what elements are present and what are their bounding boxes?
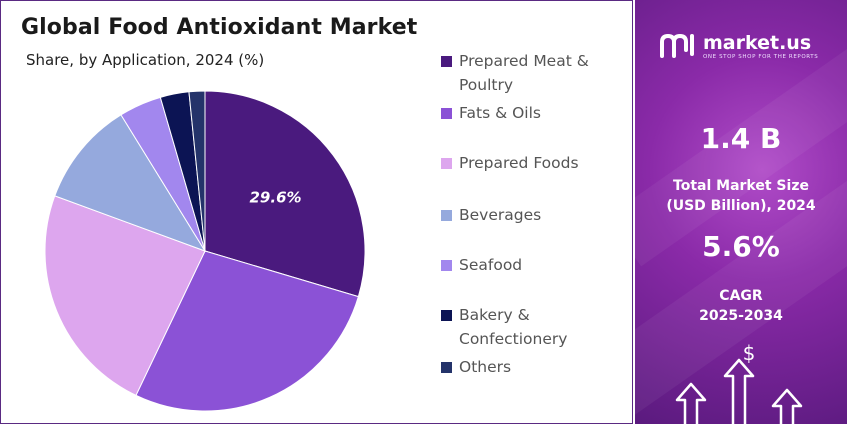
chart-title: Global Food Antioxidant Market (21, 15, 418, 40)
market-size-label-line1: Total Market Size (673, 178, 809, 194)
cagr-value: 5.6% (702, 230, 780, 263)
brand-logo: market.us ONE STOP SHOP FOR THE REPORTS (659, 30, 834, 64)
cagr-label-line1: CAGR (719, 288, 763, 304)
market-size-value: 1.4 B (700, 122, 782, 155)
legend-swatch (441, 56, 452, 67)
legend-label: Prepared Foods (459, 154, 579, 172)
legend-label: Bakery & Confectionery (459, 306, 568, 348)
legend-label: Others (459, 358, 512, 376)
legend-label: Fats & Oils (459, 104, 541, 122)
legend-swatch (441, 108, 452, 119)
market-us-logo-icon (660, 33, 694, 58)
legend-label: Beverages (459, 206, 542, 224)
cagr-label-line2: 2025-2034 (699, 308, 783, 324)
stats-panel: market.us ONE STOP SHOP FOR THE REPORTS … (635, 0, 847, 424)
legend-swatch (441, 362, 452, 373)
pie-slice-prepared-foods (44, 195, 206, 397)
legend-swatch (441, 310, 452, 321)
legend-swatch (441, 260, 452, 271)
chart-panel: Global Food Antioxidant Market Share, by… (0, 0, 633, 424)
legend-label: Seafood (459, 256, 523, 274)
brand-tagline: ONE STOP SHOP FOR THE REPORTS (703, 54, 819, 60)
legend-swatch (441, 158, 452, 169)
pie-slice-others (188, 90, 206, 252)
chart-subtitle: Share, by Application, 2024 (%) (26, 51, 265, 69)
pie-slice-beverages (54, 114, 207, 252)
pie-data-label: 29.6% (250, 188, 302, 206)
pie-slice-prepared-meat-poultry (204, 90, 366, 298)
legend-swatch (441, 210, 452, 221)
svg-text:$: $ (743, 341, 756, 365)
market-size-label-line2: (USD Billion), 2024 (666, 198, 816, 214)
dollar-growth-arrows-icon: $ (675, 341, 803, 424)
pie-chart: 29.6% (44, 90, 366, 412)
brand-name: market.us (703, 32, 812, 54)
pie-slice-fats-oils (135, 250, 359, 412)
legend-label: Prepared Meat & Poultry (459, 52, 589, 94)
